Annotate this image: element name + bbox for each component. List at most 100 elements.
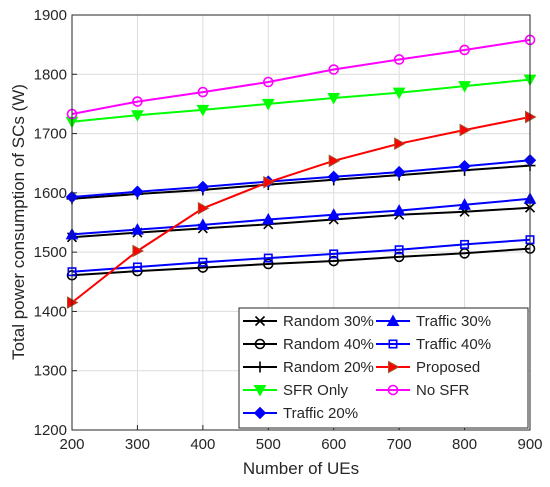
legend-swatch-marker: [253, 385, 267, 397]
data-point: [393, 54, 405, 65]
legend: Random 30% Random 40% Random 20% SFR Only Tr…: [238, 307, 529, 429]
data-point: [131, 185, 144, 198]
data-point: [196, 104, 210, 117]
legend-label: Random 40%: [283, 336, 374, 353]
axis-ticks: 200 300 400 500 600 700 800 900 1200 1300 1400 1500…: [34, 7, 543, 453]
legend-entry: Random 20%: [243, 359, 374, 376]
data-point: [261, 98, 275, 111]
legend-entry: Traffic 20%: [243, 405, 358, 422]
series-traffic-20: [65, 154, 537, 204]
x-tick-label: 700: [387, 436, 412, 453]
series-line: [71, 206, 531, 239]
legend-label: Traffic 30%: [416, 313, 491, 330]
x-tick-label: 400: [190, 436, 215, 453]
data-point: [393, 251, 405, 263]
data-point: [132, 262, 142, 272]
series-line: [71, 197, 531, 236]
y-tick-label: 1400: [34, 303, 67, 320]
data-point: [327, 208, 341, 220]
data-point: [263, 175, 275, 189]
data-point: [132, 244, 144, 258]
data-point: [262, 258, 274, 270]
legend-swatch-marker: [387, 384, 399, 396]
x-tick-label: 900: [517, 436, 542, 453]
legend-swatch-marker: [386, 314, 400, 326]
data-point: [327, 170, 340, 184]
x-tick-label: 200: [59, 436, 84, 453]
series-line: [71, 116, 531, 304]
x-tick-label: 600: [321, 436, 346, 453]
legend-entry: SFR Only: [243, 382, 349, 399]
legend-entry: Random 30%: [243, 313, 374, 330]
data-point: [460, 239, 470, 249]
legend-label: SFR Only: [283, 382, 349, 399]
x-tick-label: 800: [452, 436, 477, 453]
data-point: [392, 87, 406, 100]
data-point: [131, 223, 144, 235]
data-point: [458, 198, 471, 210]
data-point: [328, 64, 340, 75]
data-point: [131, 110, 144, 122]
legend-entry: No SFR: [376, 382, 470, 399]
y-tick-label: 1700: [34, 126, 67, 143]
data-point: [329, 249, 339, 259]
data-point: [197, 201, 210, 215]
legend-label: Random 30%: [283, 313, 374, 330]
x-tick-label: 500: [256, 436, 281, 453]
series-line: [71, 164, 531, 200]
legend-swatch-marker: [254, 338, 266, 350]
y-tick-label: 1900: [34, 7, 67, 24]
y-tick-label: 1200: [34, 422, 67, 439]
data-point: [394, 137, 406, 150]
series-proposed: [67, 110, 537, 309]
legend-label: Traffic 20%: [283, 405, 358, 422]
data-point: [263, 253, 273, 263]
y-tick-label: 1800: [34, 66, 67, 83]
x-axis-label: Number of UEs: [243, 459, 359, 478]
series-traffic-30: [65, 192, 537, 240]
legend-label: Proposed: [416, 359, 480, 376]
series-line: [71, 38, 531, 115]
legend-entry: Random 40%: [243, 336, 374, 353]
data-point: [197, 86, 209, 98]
legend-swatch-marker: [254, 361, 266, 373]
x-tick-label: 300: [125, 436, 150, 453]
series-sfr-only: [65, 74, 537, 129]
data-point: [459, 44, 470, 56]
data-point: [261, 212, 275, 225]
data-point: [328, 154, 341, 168]
data-point: [392, 204, 406, 216]
series-line: [71, 238, 531, 273]
plot-frame: [71, 14, 531, 431]
data-point: [196, 218, 210, 230]
legend-entry: Traffic 30%: [376, 313, 491, 330]
legend-swatch-marker: [254, 315, 266, 327]
legend-swatch-marker: [388, 339, 398, 349]
data-point: [458, 159, 471, 173]
data-point: [392, 165, 406, 179]
legend-entry: Traffic 40%: [376, 336, 491, 353]
legend-label: Traffic 40%: [416, 336, 491, 353]
y-tick-label: 1500: [34, 244, 67, 261]
data-point: [198, 257, 208, 267]
data-point: [458, 81, 471, 93]
legend-label: No SFR: [416, 382, 470, 399]
y-tick-label: 1300: [34, 363, 67, 380]
data-point: [196, 180, 210, 194]
data-point: [327, 93, 341, 105]
legend-label: Random 20%: [283, 359, 374, 376]
legend-entry: Proposed: [376, 359, 480, 376]
data-point: [132, 96, 143, 107]
y-axis-label: Total power consumption of SCs (W): [9, 84, 28, 360]
series-line: [71, 78, 531, 123]
series-line: [71, 247, 531, 277]
series-line: [71, 159, 531, 198]
legend-swatch-marker: [388, 360, 400, 374]
data-point: [394, 245, 404, 255]
data-point: [262, 76, 274, 88]
legend-swatch-marker: [253, 406, 267, 420]
y-tick-label: 1600: [34, 185, 67, 202]
data-point: [328, 255, 340, 267]
data-point: [459, 123, 472, 137]
